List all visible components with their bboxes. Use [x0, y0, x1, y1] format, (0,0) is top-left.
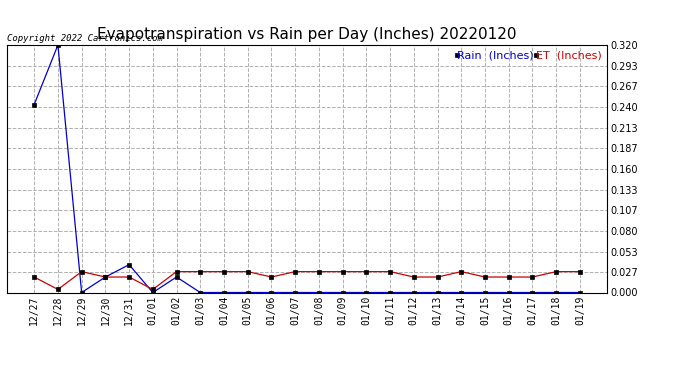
Rain  (Inches) [267, 290, 275, 295]
Text: Copyright 2022 Cartronics.com: Copyright 2022 Cartronics.com [7, 33, 163, 42]
Rain  (Inches) [552, 290, 560, 295]
ET  (Inches) [267, 275, 275, 279]
ET  (Inches) [315, 269, 323, 274]
ET  (Inches) [101, 275, 110, 279]
Rain  (Inches) [196, 290, 204, 295]
ET  (Inches) [125, 275, 133, 279]
Rain  (Inches) [125, 262, 133, 267]
Rain  (Inches) [433, 290, 442, 295]
Rain  (Inches) [410, 290, 418, 295]
ET  (Inches) [54, 287, 62, 292]
Rain  (Inches) [315, 290, 323, 295]
Rain  (Inches) [244, 290, 252, 295]
Rain  (Inches) [529, 290, 537, 295]
ET  (Inches) [433, 275, 442, 279]
ET  (Inches) [457, 269, 466, 274]
Legend: Rain  (Inches), ET  (Inches): Rain (Inches), ET (Inches) [453, 46, 606, 65]
Rain  (Inches) [172, 275, 181, 279]
ET  (Inches) [575, 269, 584, 274]
ET  (Inches) [220, 269, 228, 274]
Rain  (Inches) [30, 102, 39, 107]
Rain  (Inches) [386, 290, 394, 295]
ET  (Inches) [386, 269, 394, 274]
Rain  (Inches) [362, 290, 371, 295]
ET  (Inches) [30, 275, 39, 279]
ET  (Inches) [148, 287, 157, 292]
Rain  (Inches) [481, 290, 489, 295]
ET  (Inches) [410, 275, 418, 279]
Rain  (Inches) [575, 290, 584, 295]
ET  (Inches) [529, 275, 537, 279]
Rain  (Inches) [291, 290, 299, 295]
Rain  (Inches) [148, 290, 157, 295]
ET  (Inches) [172, 269, 181, 274]
ET  (Inches) [481, 275, 489, 279]
ET  (Inches) [504, 275, 513, 279]
ET  (Inches) [291, 269, 299, 274]
ET  (Inches) [552, 269, 560, 274]
Line: Rain  (Inches): Rain (Inches) [32, 43, 582, 294]
Rain  (Inches) [54, 43, 62, 47]
Rain  (Inches) [504, 290, 513, 295]
ET  (Inches) [362, 269, 371, 274]
ET  (Inches) [244, 269, 252, 274]
Rain  (Inches) [339, 290, 347, 295]
Rain  (Inches) [77, 290, 86, 295]
Rain  (Inches) [220, 290, 228, 295]
ET  (Inches) [339, 269, 347, 274]
Line: ET  (Inches): ET (Inches) [32, 270, 582, 291]
Rain  (Inches) [457, 290, 466, 295]
ET  (Inches) [196, 269, 204, 274]
Rain  (Inches) [101, 275, 110, 279]
ET  (Inches) [77, 269, 86, 274]
Title: Evapotranspiration vs Rain per Day (Inches) 20220120: Evapotranspiration vs Rain per Day (Inch… [97, 27, 517, 42]
